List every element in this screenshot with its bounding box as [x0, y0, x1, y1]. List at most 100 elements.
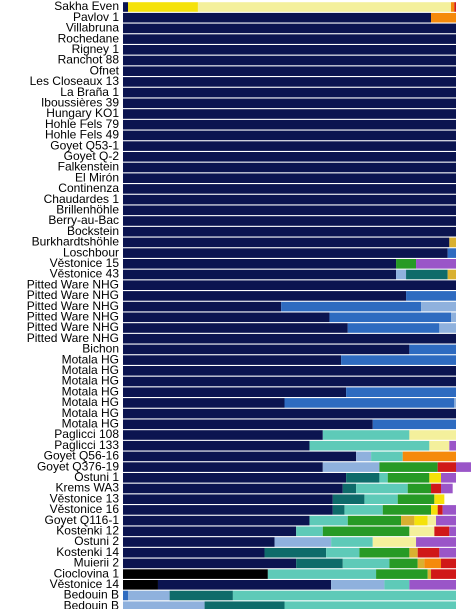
bar-segment: [123, 66, 456, 76]
row-label: Kostenki 12: [56, 523, 119, 537]
bar-segment: [427, 515, 437, 526]
bar-segment: [329, 312, 452, 323]
bar-segment: [309, 440, 430, 451]
bar-segment: [274, 537, 332, 547]
bar-segment: [123, 259, 397, 269]
bar-segment: [232, 590, 456, 601]
row-label: Ostuni 1: [74, 470, 119, 484]
bar-segment: [123, 440, 310, 451]
bar-segment: [322, 462, 380, 472]
row-label: Hohle Fels 49: [45, 128, 119, 142]
bar-segment: [123, 398, 285, 408]
bar-segment: [409, 430, 456, 440]
row-label: Paglicci 133: [54, 438, 119, 452]
bar-segment: [284, 398, 455, 408]
row-label: Goyet Q376-19: [37, 459, 119, 473]
row-label: Bedouin B: [64, 598, 119, 609]
bar-segment: [437, 505, 443, 515]
bar-segment: [123, 45, 456, 55]
row-label: Krems WA3: [55, 481, 119, 495]
bar-segment: [427, 569, 432, 579]
bar-segment: [123, 355, 342, 365]
row-label: Hungary KO1: [46, 106, 119, 120]
bar-segment: [123, 34, 456, 44]
bar-segment: [414, 515, 428, 526]
row-label: Falkenstein: [58, 160, 119, 174]
bar-segment: [364, 494, 398, 504]
bar-segment: [409, 344, 456, 355]
bar-segment: [123, 483, 343, 494]
bar-segment: [123, 98, 456, 109]
bar-segment: [372, 419, 456, 430]
row-label: Villabruna: [66, 21, 119, 35]
bar-segment: [429, 473, 442, 483]
row-label: Ranchot 88: [58, 53, 120, 67]
bar-segment: [264, 547, 327, 558]
row-label: Brillenhöhle: [56, 202, 119, 216]
bar-segment: [123, 269, 397, 280]
bar-segment: [456, 462, 471, 472]
bar-segment: [356, 451, 372, 462]
bar-segment: [331, 580, 385, 590]
bar-segment: [437, 462, 456, 472]
bar-segment: [123, 280, 456, 290]
bar-segment: [447, 269, 456, 280]
bar-segment: [431, 505, 438, 515]
row-label: Kostenki 14: [56, 545, 119, 559]
bar-segment: [123, 323, 348, 333]
bar-segment: [123, 569, 268, 579]
bar-segment: [123, 515, 310, 526]
bar-segment: [396, 269, 407, 280]
bar-segment: [123, 366, 456, 376]
row-label: Věstonice 15: [50, 256, 120, 270]
bar-segment: [379, 473, 388, 483]
row-label: Ofnet: [90, 63, 120, 77]
bar-segment: [322, 430, 410, 440]
row-label: Paglicci 108: [54, 427, 119, 441]
bar-segment: [449, 237, 456, 248]
row-label: Chaudardes 1: [44, 192, 120, 206]
bar-segment: [407, 483, 432, 494]
bar-segment: [123, 109, 456, 119]
row-label: El Mirón: [75, 170, 119, 184]
bar-segment: [123, 451, 357, 462]
row-label: Pitted Ware NHG: [27, 288, 119, 302]
row-label: Motala HG: [62, 374, 119, 388]
bar-segment: [344, 505, 383, 515]
row-label: Věstonice 43: [50, 267, 120, 281]
bar-segment: [123, 205, 456, 216]
row-label: Pitted Ware NHG: [27, 331, 119, 345]
bar-segment: [379, 462, 438, 472]
row-label: Bedouin B: [64, 588, 119, 602]
bar-segment: [429, 440, 450, 451]
bar-segment: [372, 537, 417, 547]
row-label: Goyet Q53-1: [50, 138, 119, 152]
bar-segment: [347, 515, 402, 526]
bar-segment: [371, 451, 403, 462]
row-label: Motala HG: [62, 384, 119, 398]
bar-segment: [382, 505, 432, 515]
row-label: Motala HG: [62, 406, 119, 420]
bar-segment: [406, 269, 448, 280]
bar-segment: [123, 526, 297, 537]
bar-segment: [123, 344, 410, 355]
bar-segment: [326, 547, 360, 558]
bar-segment: [431, 483, 442, 494]
row-label: Pitted Ware NHG: [27, 299, 119, 313]
bar-segment: [123, 312, 330, 323]
bar-segment: [359, 547, 410, 558]
bar-segment: [267, 569, 377, 579]
bar-segment: [442, 505, 456, 515]
bar-segment: [431, 569, 456, 579]
bar-segment: [439, 547, 456, 558]
row-label: Pitted Ware NHG: [27, 320, 119, 334]
bar-segment: [332, 494, 365, 504]
bar-segment: [454, 2, 456, 12]
bar-segment: [123, 248, 448, 258]
bar-segment: [123, 376, 456, 387]
row-label: Goyet Q-2: [64, 149, 120, 163]
bar-segment: [123, 12, 432, 23]
bar-segment: [346, 473, 380, 483]
bar-segment: [439, 323, 456, 333]
